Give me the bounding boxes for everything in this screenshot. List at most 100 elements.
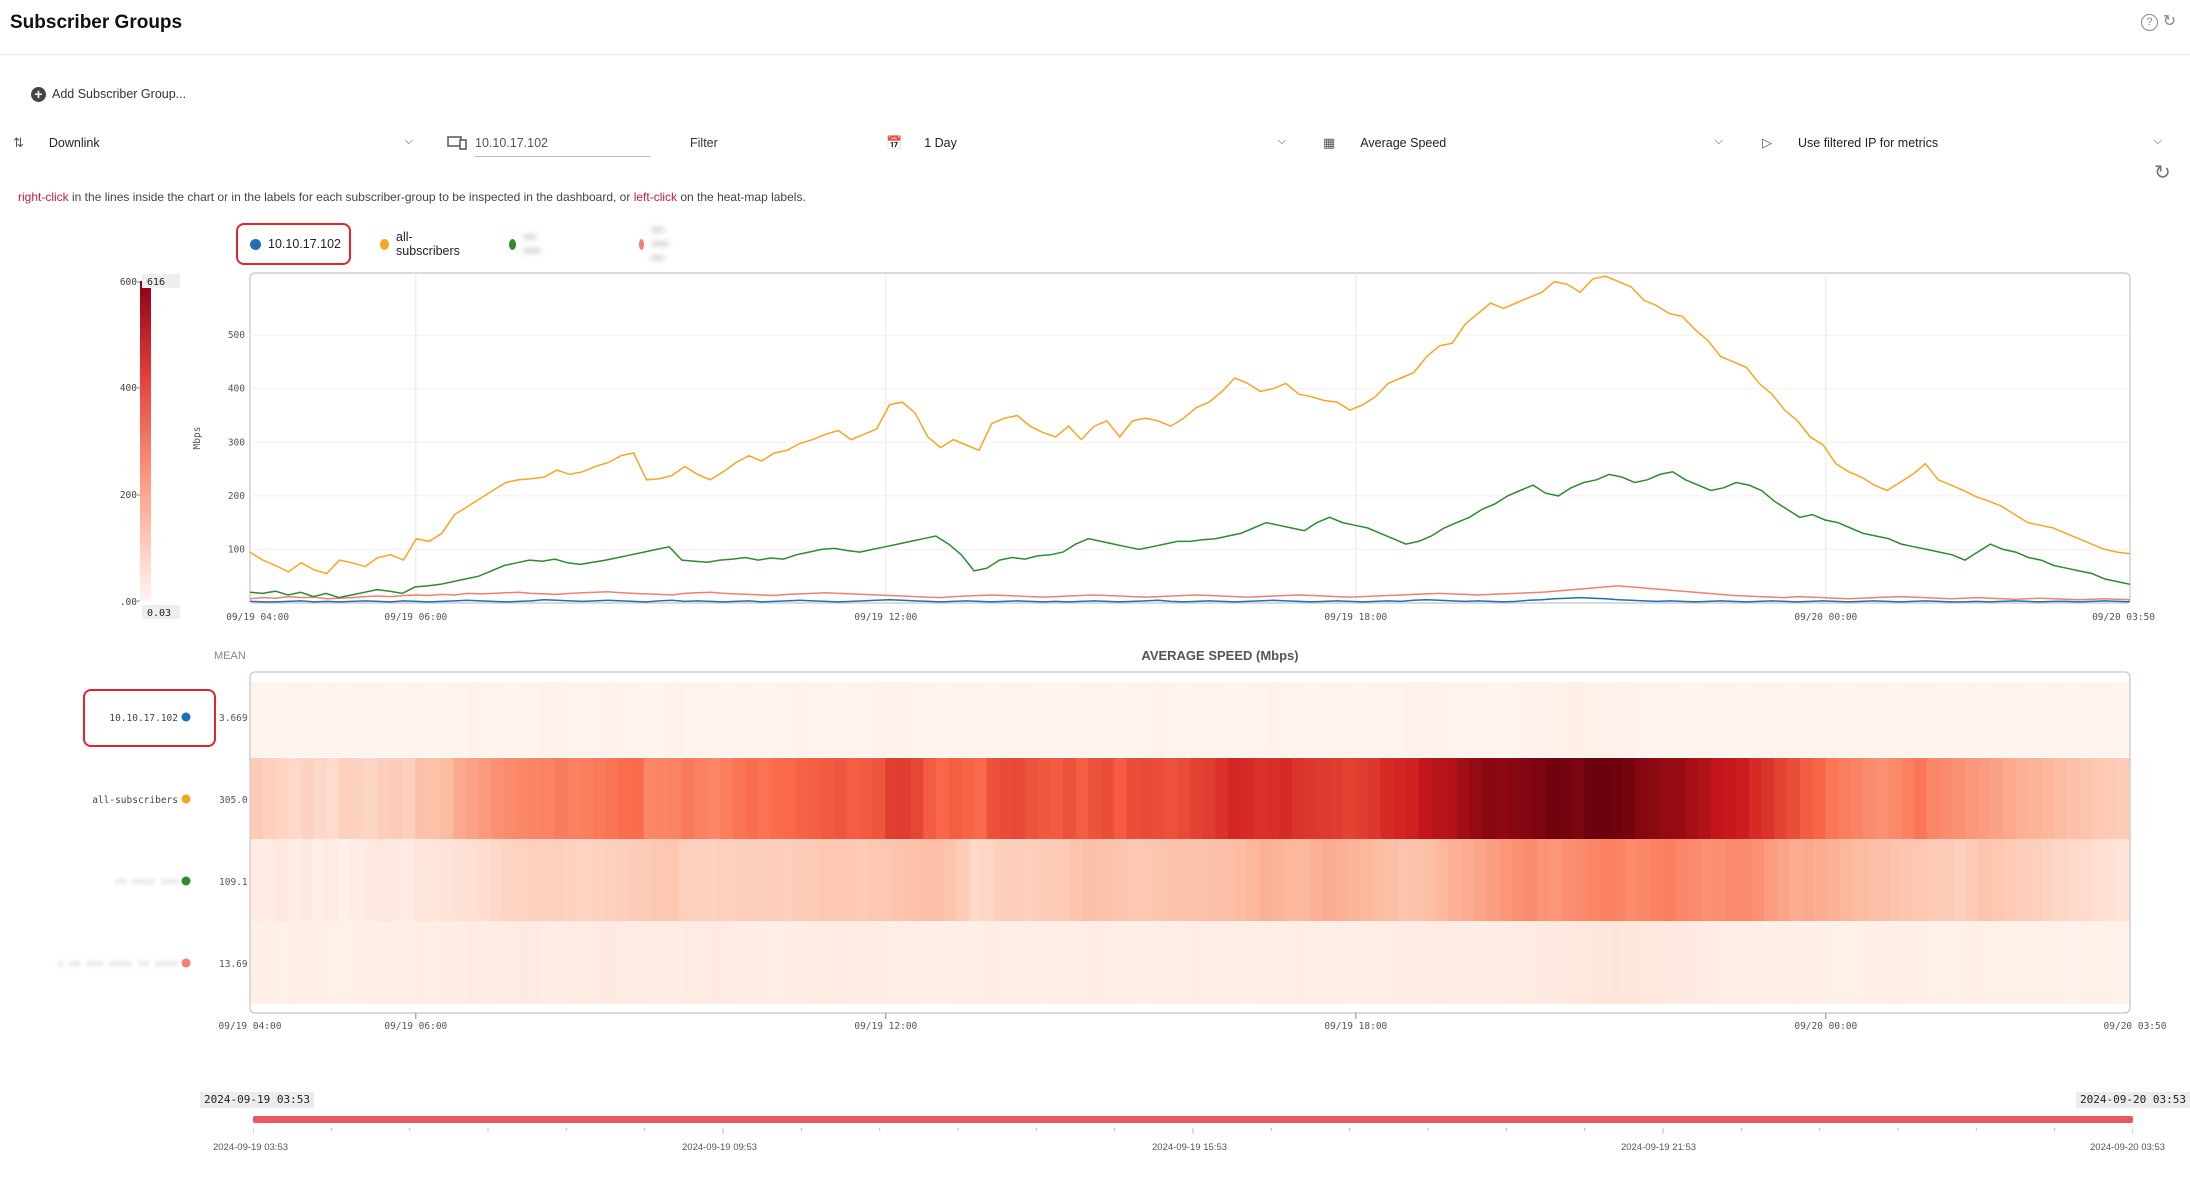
heatmap-cell[interactable]: [669, 921, 683, 1004]
heatmap-cell[interactable]: [1342, 682, 1356, 757]
timeline-start-tag[interactable]: 2024-09-19 03:53: [200, 1092, 314, 1108]
heatmap-cell[interactable]: [464, 839, 478, 921]
heatmap-cell[interactable]: [478, 682, 492, 757]
heatmap-cell[interactable]: [1215, 758, 1229, 839]
heatmap-cell[interactable]: [554, 921, 569, 1004]
heatmap-cell[interactable]: [1863, 682, 1877, 757]
heatmap-cell[interactable]: [1062, 758, 1077, 839]
heatmap-cell[interactable]: [1317, 682, 1331, 757]
heatmap-cell[interactable]: [1634, 758, 1648, 839]
heatmap-cell[interactable]: [1221, 839, 1235, 921]
heatmap-cell[interactable]: [377, 682, 391, 757]
heatmap-cell[interactable]: [1926, 682, 1941, 757]
heatmap-cell[interactable]: [1202, 921, 1216, 1004]
heatmap-cell[interactable]: [1799, 921, 1814, 1004]
heatmap-cell[interactable]: [2066, 758, 2080, 839]
heatmap-cell[interactable]: [542, 682, 556, 757]
refresh-icon[interactable]: ↻: [2162, 13, 2177, 30]
heatmap-cell[interactable]: [1524, 839, 1538, 921]
heatmap-cell[interactable]: [1177, 758, 1191, 839]
heatmap-cell[interactable]: [1202, 682, 1216, 757]
heatmap-cell[interactable]: [1685, 682, 1699, 757]
heatmap-cell[interactable]: [389, 921, 404, 1004]
timeline-range-bar[interactable]: [253, 1116, 2133, 1123]
heatmap-cell[interactable]: [956, 839, 970, 921]
heatmap-cell[interactable]: [1978, 839, 1992, 921]
heatmap-cell[interactable]: [2028, 758, 2042, 839]
heatmap-cell[interactable]: [830, 839, 844, 921]
heatmap-cell[interactable]: [847, 758, 861, 839]
heatmap-row-label[interactable]: 10.10.17.102: [109, 713, 178, 724]
heatmap-cell[interactable]: [1444, 682, 1458, 757]
heatmap-cell[interactable]: [1355, 921, 1369, 1004]
heatmap-cell[interactable]: [834, 758, 848, 839]
heatmap-cell[interactable]: [1902, 839, 1917, 921]
heatmap-cell[interactable]: [465, 921, 480, 1004]
heatmap-cell[interactable]: [720, 758, 734, 839]
heatmap-cell[interactable]: [1837, 921, 1852, 1004]
heatmap-cell[interactable]: [1101, 758, 1115, 839]
heatmap-cell[interactable]: [691, 839, 705, 921]
heatmap-cell[interactable]: [1888, 921, 1902, 1004]
heatmap-cell[interactable]: [1095, 839, 1109, 921]
heatmap-cell[interactable]: [1113, 758, 1128, 839]
heatmap-cell[interactable]: [1888, 758, 1902, 839]
heatmap-cell[interactable]: [1444, 758, 1458, 839]
heatmap-cell[interactable]: [1088, 682, 1102, 757]
heatmap-cell[interactable]: [1612, 839, 1626, 921]
heatmap-cell[interactable]: [1284, 839, 1298, 921]
heatmap-cell[interactable]: [2079, 758, 2093, 839]
heatmap-cell[interactable]: [364, 921, 378, 1004]
heatmap-cell[interactable]: [770, 921, 785, 1004]
heatmap-cell[interactable]: [262, 758, 276, 839]
heatmap-cell[interactable]: [603, 839, 617, 921]
heatmap-cell[interactable]: [1600, 839, 1614, 921]
heatmap-cell[interactable]: [821, 758, 835, 839]
heatmap-cell[interactable]: [2002, 682, 2017, 757]
heatmap-cell[interactable]: [843, 839, 857, 921]
heatmap-cell[interactable]: [1482, 758, 1496, 839]
heatmap-cell[interactable]: [1393, 682, 1407, 757]
heatmap-cell[interactable]: [1304, 758, 1318, 839]
heatmap-cell[interactable]: [250, 921, 264, 1004]
heatmap-cell[interactable]: [1486, 839, 1500, 921]
heatmap-cell[interactable]: [969, 839, 983, 921]
heatmap-cell[interactable]: [808, 921, 823, 1004]
heatmap-cell[interactable]: [1688, 839, 1702, 921]
heatmap-cell[interactable]: [440, 758, 454, 839]
heatmap-cell[interactable]: [1050, 682, 1064, 757]
heatmap-cell[interactable]: [935, 682, 950, 757]
heatmap-cell[interactable]: [1776, 839, 1790, 921]
heatmap-cell[interactable]: [1151, 758, 1166, 839]
heatmap-cell[interactable]: [1355, 682, 1369, 757]
heatmap-cell[interactable]: [1075, 682, 1089, 757]
heatmap-cell[interactable]: [2066, 682, 2080, 757]
heatmap-cell[interactable]: [592, 682, 607, 757]
heatmap-cell[interactable]: [1044, 839, 1059, 921]
heatmap-cell[interactable]: [1799, 682, 1814, 757]
heatmap-cell[interactable]: [974, 682, 988, 757]
heatmap-cell[interactable]: [1647, 758, 1661, 839]
heatmap-cell[interactable]: [779, 839, 794, 921]
heatmap-cell[interactable]: [1850, 682, 1864, 757]
heatmap-cell[interactable]: [326, 921, 340, 1004]
heatmap-cell[interactable]: [1456, 682, 1471, 757]
heatmap-cell[interactable]: [465, 682, 480, 757]
heatmap-cell[interactable]: [1019, 839, 1033, 921]
heatmap-cell[interactable]: [628, 839, 642, 921]
heatmap-cell[interactable]: [1748, 758, 1763, 839]
heatmap-cell[interactable]: [694, 921, 708, 1004]
heatmap-cell[interactable]: [923, 682, 937, 757]
heatmap-cell[interactable]: [1660, 921, 1674, 1004]
heatmap-cell[interactable]: [897, 758, 912, 839]
heatmap-cell[interactable]: [1685, 758, 1699, 839]
heatmap-cell[interactable]: [792, 839, 806, 921]
heatmap-cell[interactable]: [1901, 921, 1915, 1004]
heatmap-cell[interactable]: [1360, 839, 1374, 921]
heatmap-cell[interactable]: [2041, 682, 2055, 757]
heatmap-cell[interactable]: [2104, 839, 2118, 921]
heatmap-cell[interactable]: [1367, 921, 1382, 1004]
heatmap-cell[interactable]: [1423, 839, 1437, 921]
heatmap-cell[interactable]: [1234, 839, 1248, 921]
heatmap-cell[interactable]: [1151, 682, 1166, 757]
